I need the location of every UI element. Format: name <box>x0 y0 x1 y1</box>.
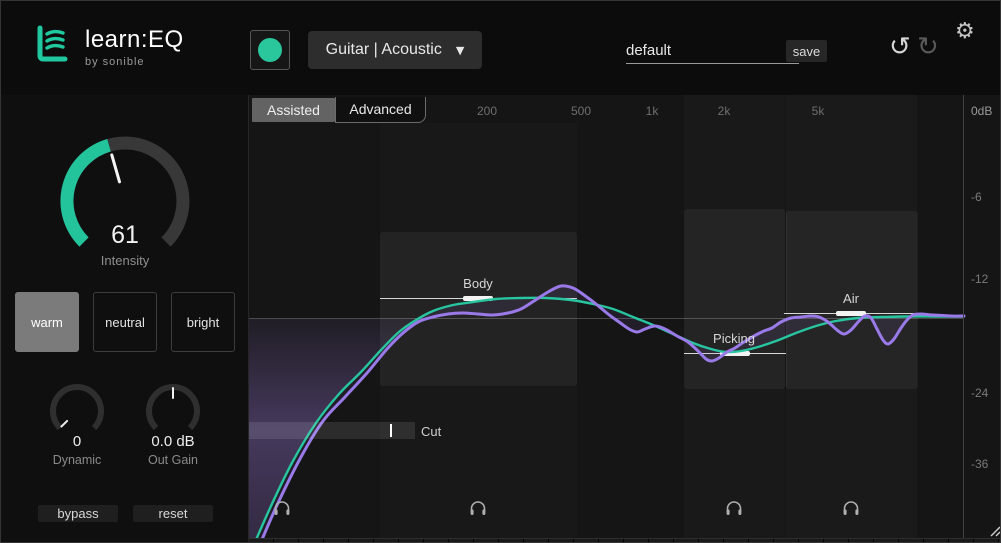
freq-label-500: 500 <box>570 104 592 118</box>
profile-dropdown[interactable]: Guitar | Acoustic ▼ <box>308 31 482 69</box>
control-panel: 61 Intensity warm neutral bright 0 Dynam… <box>1 95 249 542</box>
low-cut-fill <box>249 318 416 542</box>
freq-label-2k: 2k <box>717 104 731 118</box>
record-indicator-icon <box>258 38 282 62</box>
out-gain-knob[interactable] <box>143 381 203 441</box>
freq-label-200: 200 <box>476 104 498 118</box>
air-band-rect[interactable] <box>786 211 918 389</box>
body-band-label: Body <box>463 276 493 291</box>
air-gain-handle[interactable] <box>836 310 866 316</box>
air-band-label: Air <box>843 291 859 306</box>
eq-curves <box>249 284 966 542</box>
tab-advanced[interactable]: Advanced <box>335 97 426 123</box>
preset-dropdown-value: default <box>626 41 672 59</box>
db-label-12: -12 <box>971 272 989 286</box>
preset-dropdown[interactable]: default ▼ <box>626 37 799 64</box>
headphone-icon[interactable] <box>272 499 292 517</box>
headphone-icon[interactable] <box>468 499 488 517</box>
headphone-icon[interactable] <box>841 499 861 517</box>
piano-keyboard-strip <box>249 538 1000 542</box>
freq-label-5k: 5k <box>811 104 825 118</box>
bypass-button[interactable]: bypass <box>38 505 118 522</box>
app-byline: by sonible <box>85 55 145 68</box>
undo-icon[interactable]: ↺ <box>889 32 911 62</box>
spectrum-curve <box>259 284 966 542</box>
picking-band-label: Picking <box>713 331 755 346</box>
cut-band-label: Cut <box>421 424 442 439</box>
body-band-rect[interactable] <box>380 232 577 386</box>
profile-dropdown-value: Guitar | Acoustic <box>325 41 442 58</box>
eq-display: Assisted Advanced 200 500 1k 2k 5k Body … <box>249 95 1001 542</box>
sonible-logo-icon <box>31 23 73 70</box>
gear-icon[interactable]: ⚙ <box>955 19 975 44</box>
intensity-knob[interactable] <box>50 126 200 276</box>
headphone-icon[interactable] <box>724 499 744 517</box>
reset-button[interactable]: reset <box>133 505 213 522</box>
bright-button[interactable]: bright <box>171 292 235 352</box>
warm-button[interactable]: warm <box>15 292 79 352</box>
app-title: learn:EQ <box>85 25 184 53</box>
logo: learn:EQ by sonible <box>31 23 184 70</box>
save-button[interactable]: save <box>786 40 827 62</box>
intensity-label: Intensity <box>100 253 150 268</box>
tab-assisted[interactable]: Assisted <box>252 98 335 122</box>
out-gain-value: 0.0 dB <box>151 433 195 450</box>
learn-record-button[interactable] <box>250 30 290 70</box>
db-label-24: -24 <box>971 386 989 400</box>
neutral-button[interactable]: neutral <box>93 292 157 352</box>
target-curve <box>253 296 966 542</box>
db-scale-axis <box>963 95 964 538</box>
db-label-0: 0dB <box>971 104 993 118</box>
dynamic-label: Dynamic <box>52 453 102 467</box>
cut-frequency-slider[interactable] <box>249 422 415 439</box>
freq-label-1k: 1k <box>645 104 659 118</box>
dynamic-knob[interactable] <box>47 381 107 441</box>
picking-band-rect[interactable] <box>684 209 785 389</box>
chevron-down-icon: ▼ <box>455 43 465 57</box>
picking-gain-handle[interactable] <box>720 350 750 356</box>
out-gain-label: Out Gain <box>147 453 199 467</box>
db-label-6: -6 <box>971 190 982 204</box>
cut-slider-handle[interactable] <box>390 424 392 437</box>
resize-handle-icon[interactable] <box>987 523 1001 537</box>
header-bar: learn:EQ by sonible Guitar | Acoustic ▼ … <box>1 1 1000 96</box>
dynamic-value: 0 <box>72 433 82 450</box>
redo-icon[interactable]: ↻ <box>917 32 939 62</box>
body-gain-handle[interactable] <box>463 295 493 301</box>
db-label-36: -36 <box>971 457 989 471</box>
intensity-value: 61 <box>111 221 139 249</box>
